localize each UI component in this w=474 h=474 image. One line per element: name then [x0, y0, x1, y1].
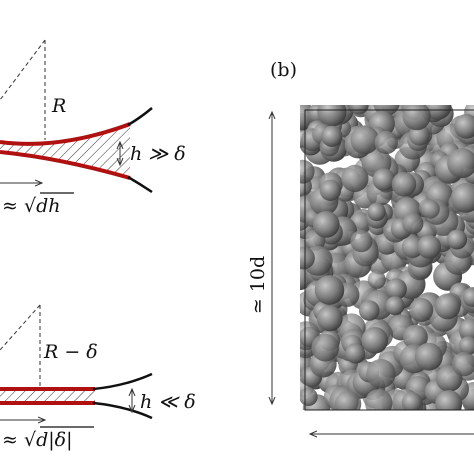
sphere	[385, 296, 405, 316]
radius-label: R	[51, 95, 66, 117]
sphere	[417, 235, 442, 259]
sphere	[312, 211, 340, 238]
sphere	[317, 105, 347, 127]
sphere	[350, 125, 380, 155]
sphere	[459, 318, 474, 341]
sphere	[300, 246, 315, 270]
sphere	[350, 230, 373, 253]
sphere	[434, 293, 461, 320]
radius-diagonal	[0, 39, 46, 101]
gap-label: h ≪ δ	[140, 391, 196, 413]
sphere	[435, 390, 463, 410]
sphere	[420, 199, 440, 219]
sphere	[401, 236, 424, 259]
sphere	[459, 336, 474, 355]
box	[304, 109, 474, 411]
sphere	[447, 229, 468, 250]
sphere	[372, 168, 396, 191]
sphere	[316, 305, 343, 332]
sphere	[450, 183, 474, 213]
sphere	[391, 172, 417, 197]
sphere	[409, 298, 434, 322]
sphere	[349, 105, 369, 115]
sphere	[364, 389, 393, 410]
sphere	[415, 342, 443, 371]
red-surface	[0, 122, 131, 146]
width-label: ≈ √dh	[2, 195, 60, 217]
sphere	[454, 113, 474, 139]
sphere	[385, 278, 407, 300]
sphere	[314, 275, 345, 305]
hatched-gap	[0, 124, 130, 178]
sphere	[367, 270, 386, 289]
sphere	[300, 159, 315, 184]
sphere	[345, 343, 366, 364]
sphere	[402, 324, 428, 350]
sphere	[447, 148, 474, 179]
red-surface	[0, 150, 131, 180]
sphere	[341, 164, 369, 192]
hatched-gap	[0, 389, 95, 403]
panel-b: (b) ≃ 10d	[247, 59, 474, 434]
sphere	[358, 300, 380, 321]
sphere	[402, 213, 424, 235]
sphere	[401, 391, 422, 410]
gap-label: h ≫ δ	[130, 143, 186, 165]
radius-diagonal	[0, 304, 41, 351]
sphere	[374, 130, 398, 155]
sphere	[366, 359, 396, 389]
contact-top: R h ≫ δ ≈ √dh	[0, 39, 186, 217]
sphere	[321, 125, 343, 147]
surface	[127, 175, 153, 194]
sphere	[451, 351, 474, 377]
surface	[92, 401, 153, 420]
sphere	[334, 390, 362, 410]
sphere	[367, 202, 386, 222]
sphere	[361, 327, 389, 354]
sphere	[462, 288, 474, 307]
surface	[127, 107, 153, 127]
sphere-packing	[300, 105, 474, 410]
radius-label: R − δ	[43, 341, 98, 363]
height-label: ≃ 10d	[247, 256, 269, 314]
panel-label: (b)	[270, 59, 297, 81]
sphere	[319, 179, 342, 201]
sphere	[311, 333, 340, 362]
surface	[92, 372, 153, 391]
sphere	[402, 105, 431, 131]
width-label: ≈ √d|δ|	[2, 429, 72, 451]
sphere	[300, 387, 318, 407]
contact-bottom: R − δ h ≪ δ ≈ √d|δ|	[0, 304, 196, 451]
